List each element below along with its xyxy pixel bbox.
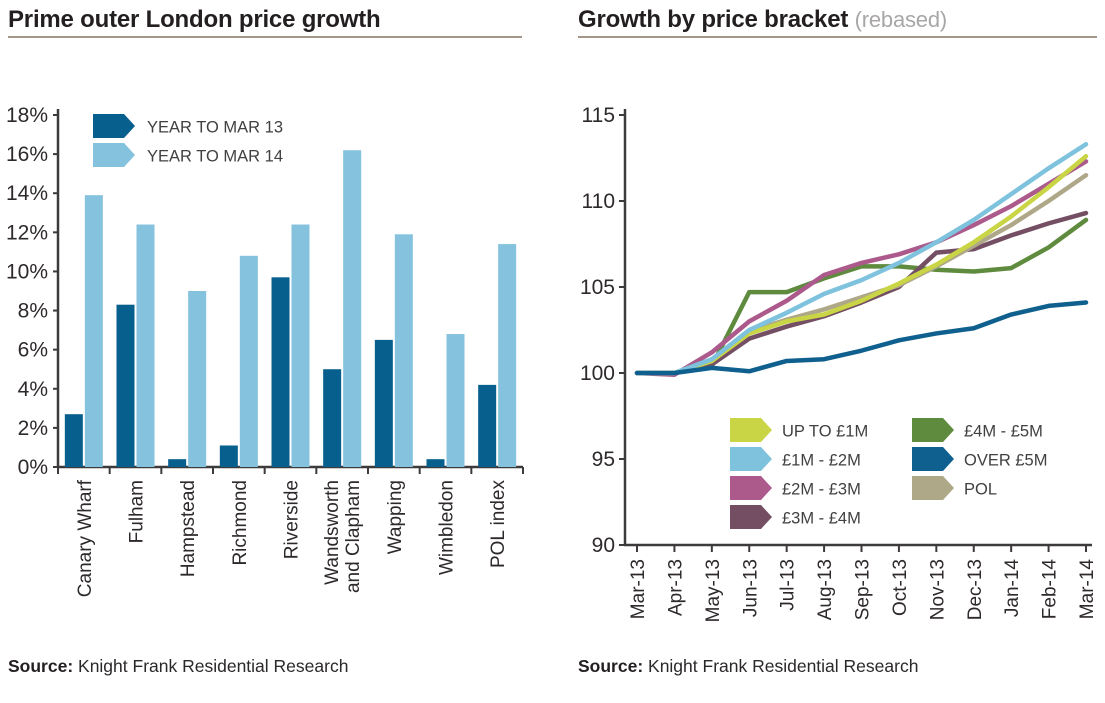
bar-year-to-mar-13 [478,384,497,467]
legend-swatch-icon [912,447,954,471]
line-series [634,300,1089,376]
right-chart-title-text: Growth by price bracket [578,6,855,33]
category-label: Fulham [127,480,148,543]
legend-swatch-icon [93,143,135,167]
category-label: Richmond [230,480,251,566]
bar-year-to-mar-14 [394,234,413,467]
bar-chart: 0% 2% 4% 6% 8% 10% 12% 14% 16% 18% Canary Wharf Ful… [6,104,524,597]
bar-year-to-mar-13 [374,339,393,467]
month-label: Sep-13 [853,559,874,620]
left-title-rule [8,36,522,38]
bar-year-to-mar-14 [343,150,362,467]
legend-label: £1M - £2M [782,452,861,470]
right-source-label: Source: [578,656,644,676]
legend-swatch-icon [93,114,135,138]
left-source: Source: Knight Frank Residential Researc… [8,656,348,677]
legend-swatch-icon [730,418,772,442]
bar-year-to-mar-14 [136,224,155,467]
left-source-label: Source: [8,656,74,676]
right-chart-title-suffix: (rebased) [854,7,948,32]
legend-label: YEAR TO MAR 13 [147,119,283,137]
y-axis-label: 95 [592,448,615,471]
legend-swatch-icon [912,418,954,442]
right-source-text: Knight Frank Residential Research [643,656,919,676]
right-chart-title: Growth by price bracket (rebased) [578,6,947,34]
legend-label: YEAR TO MAR 14 [147,148,283,166]
y-axis-label: 14% [6,182,48,205]
category-label: Wapping [385,480,406,554]
y-axis-label: 18% [6,104,48,127]
bar-year-to-mar-13 [64,414,83,467]
month-label: Dec-13 [965,559,986,620]
y-axis-label: 10% [6,260,48,283]
y-axis-label: 12% [6,221,48,244]
legend-label: £3M - £4M [782,510,861,528]
month-label: Aug-13 [815,559,836,620]
bar-year-to-mar-13 [116,304,135,467]
legend-label: POL [964,481,997,499]
month-label: Apr-13 [665,559,686,616]
y-axis-label: 90 [592,534,615,557]
y-axis-label: 105 [580,276,615,299]
y-axis-label: 2% [18,417,48,440]
left-chart-title: Prime outer London price growth [8,6,381,33]
month-label: Jul-13 [778,559,799,611]
legend-swatch-icon [730,447,772,471]
legend-label: OVER £5M [964,452,1047,470]
bar-year-to-mar-14 [498,244,517,467]
legend-label: £2M - £3M [782,481,861,499]
y-axis-label: 6% [18,339,48,362]
legend-label: UP TO £1M [782,423,868,441]
bar-year-to-mar-13 [219,445,238,467]
right-source: Source: Knight Frank Residential Researc… [578,656,918,677]
line-chart: 90 95 100 105 110 115 Mar-13 Apr-13 May-13 Jun-13… [580,104,1098,622]
category-label: Wimbledon [437,480,458,575]
legend-swatch-icon [912,476,954,500]
bar-year-to-mar-14 [84,195,103,467]
right-title-rule [578,36,1097,38]
legend-swatch-icon [730,505,772,529]
category-label: and Clapham [343,480,364,593]
category-label: Riverside [282,480,303,559]
y-axis-label: 115 [582,104,615,127]
month-label: Jun-13 [740,559,761,617]
month-label: Jan-14 [1002,559,1023,618]
line-series [634,141,1089,376]
y-axis-label: 0% [18,456,48,479]
left-source-text: Knight Frank Residential Research [73,656,349,676]
bar-year-to-mar-13 [168,459,187,467]
legend-label: £4M - £5M [964,423,1043,441]
category-label: Wandsworth [322,480,343,585]
legend-swatch-icon [730,476,772,500]
line-series [634,172,1089,376]
month-label: May-13 [703,559,724,622]
month-label: Oct-13 [890,559,911,616]
month-label: Nov-13 [927,559,948,620]
bar-year-to-mar-13 [426,459,445,467]
month-label: Feb-14 [1040,559,1061,620]
category-label: Hampstead [178,480,199,577]
bar-year-to-mar-13 [323,369,342,467]
bar-year-to-mar-14 [291,224,310,467]
month-label: Mar-14 [1077,559,1098,620]
bar-year-to-mar-14 [446,334,465,467]
category-label: Canary Wharf [75,479,96,597]
y-axis-label: 16% [6,143,48,166]
y-axis-label: 110 [582,190,615,213]
bar-year-to-mar-14 [239,255,258,467]
month-label: Mar-13 [628,559,649,619]
y-axis-label: 100 [580,362,615,385]
category-label: POL index [488,480,509,569]
line-series [634,159,1089,377]
bar-year-to-mar-13 [271,277,290,467]
y-axis-label: 8% [18,300,48,323]
bar-year-to-mar-14 [188,291,207,467]
y-axis-label: 4% [18,378,48,401]
